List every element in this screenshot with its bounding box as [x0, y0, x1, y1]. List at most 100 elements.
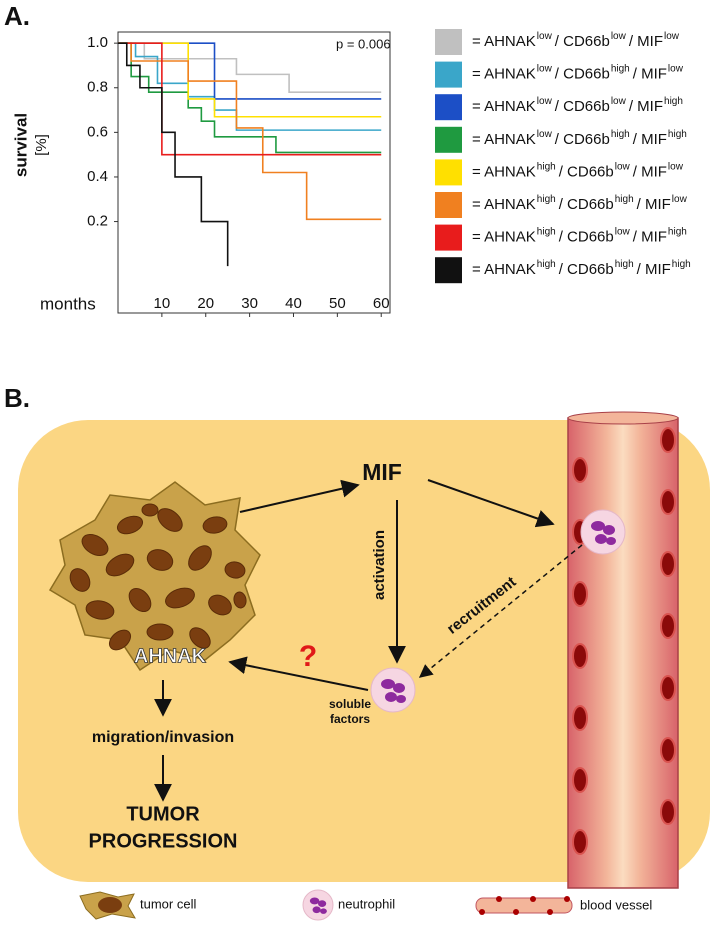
- neutrophil-cell: [580, 509, 626, 555]
- tumor-nucleus: [202, 516, 228, 534]
- tumor-nucleus: [141, 503, 159, 517]
- legend-text: = AHNAK: [472, 163, 536, 180]
- node-label: TUMOR: [126, 803, 200, 825]
- neutrophil-lobe: [591, 521, 605, 531]
- legend-text: / MIF: [629, 33, 663, 50]
- legend-label: = AHNAKhigh / CD66bhigh / MIFlow: [472, 194, 688, 213]
- legend-text: / CD66b: [559, 196, 614, 213]
- tumor-nucleus: [165, 587, 195, 609]
- legend-label: blood vessel: [580, 897, 652, 912]
- legend-text: = AHNAK: [472, 131, 536, 148]
- legend-superscript: low: [611, 96, 627, 107]
- legend-superscript: high: [615, 194, 634, 205]
- legend-label: = AHNAKlow / CD66bhigh / MIFlow: [472, 63, 684, 82]
- legend-text: / MIF: [637, 196, 671, 213]
- legend-dot: [513, 909, 519, 915]
- x-tick-label: 20: [197, 295, 214, 312]
- tumor-nucleus: [69, 568, 91, 592]
- endothelial-cell: [572, 457, 588, 483]
- tumor-nucleus: [81, 534, 109, 556]
- arrow: [427, 479, 555, 528]
- legend-text: / CD66b: [559, 229, 614, 246]
- legend-label: neutrophil: [338, 896, 395, 911]
- arrow: [228, 656, 369, 691]
- legend-superscript: high: [664, 96, 683, 107]
- legend-swatch: [435, 61, 462, 88]
- neutrophil-lobe: [603, 525, 615, 535]
- node-label: PROGRESSION: [89, 830, 238, 852]
- tumor-nucleus: [233, 591, 247, 609]
- legend-swatch: [435, 126, 462, 153]
- neutrophil-cell: [302, 889, 334, 921]
- tumor-nucleus: [146, 623, 174, 641]
- legend-icon: [98, 897, 122, 913]
- survival-curve: [118, 42, 382, 118]
- legend-superscript: high: [537, 194, 556, 205]
- endothelial-cell: [572, 705, 588, 731]
- question-mark: ?: [299, 640, 317, 673]
- x-axis-label: months: [40, 294, 96, 313]
- legend-text: / MIF: [633, 229, 667, 246]
- edge-label: activation: [371, 530, 388, 600]
- legend-text: / MIF: [633, 131, 667, 148]
- x-tick-label: 50: [329, 295, 346, 312]
- legend-text: / CD66b: [555, 98, 610, 115]
- legend-superscript: high: [668, 128, 687, 139]
- legend-superscript: low: [537, 96, 553, 107]
- neutrophil-lobe: [318, 900, 327, 908]
- legend-text: / CD66b: [559, 163, 614, 180]
- legend-superscript: low: [537, 128, 553, 139]
- legend-label: = AHNAKhigh / CD66blow / MIFhigh: [472, 226, 687, 245]
- neutrophil-lobe: [396, 695, 406, 703]
- arrow: [239, 479, 360, 513]
- legend-text: = AHNAK: [472, 33, 536, 50]
- node-label: factors: [330, 712, 370, 726]
- endothelial-cell: [572, 767, 588, 793]
- legend-swatch: [435, 257, 462, 284]
- endothelial-cell: [572, 581, 588, 607]
- endothelial-cell: [572, 829, 588, 855]
- tumor-nucleus: [224, 561, 246, 579]
- legend-superscript: high: [611, 128, 630, 139]
- legend-superscript: high: [537, 161, 556, 172]
- tumor-nucleus: [146, 549, 174, 571]
- y-tick-label: 0.6: [87, 123, 108, 140]
- survival-curve: [118, 42, 229, 267]
- x-tick-label: 30: [241, 295, 258, 312]
- endothelial-cell: [660, 737, 676, 763]
- legend-text: / MIF: [633, 66, 667, 83]
- legend-dot: [479, 909, 485, 915]
- tumor-nucleus: [85, 600, 115, 620]
- legend-text: = AHNAK: [472, 98, 536, 115]
- legend-swatch: [435, 192, 462, 218]
- tumor-nucleus: [116, 515, 144, 535]
- plot-frame: [117, 31, 391, 314]
- legend-superscript: low: [668, 63, 684, 74]
- legend-dot: [530, 896, 536, 902]
- legend-text: / CD66b: [559, 261, 614, 278]
- legend-label: = AHNAKlow / CD66bhigh / MIFhigh: [472, 128, 687, 147]
- legend-superscript: high: [611, 63, 630, 74]
- legend-icon: [479, 896, 570, 915]
- survival-curve: [118, 42, 382, 94]
- legend-swatch: [435, 159, 462, 186]
- neutrophil-lobe: [393, 683, 405, 693]
- legend-text: / MIF: [633, 163, 667, 180]
- tumor-nucleus: [188, 545, 212, 571]
- legend-superscript: high: [672, 259, 691, 270]
- tumor-nucleus: [105, 553, 135, 577]
- endothelial-cell: [572, 643, 588, 669]
- legend-text: / CD66b: [555, 131, 610, 148]
- legend-icon: [475, 897, 573, 914]
- neutrophil-lobe: [595, 534, 607, 544]
- node-label: AHNAK: [134, 645, 207, 667]
- panel-label: B.: [4, 383, 30, 413]
- endothelial-cell: [660, 551, 676, 577]
- legend-label: = AHNAKlow / CD66blow / MIFhigh: [472, 96, 683, 115]
- y-axis-label: [%]: [33, 134, 50, 156]
- endothelial-cell: [660, 675, 676, 701]
- legend-superscript: high: [537, 226, 556, 237]
- y-tick-label: 0.2: [87, 213, 108, 230]
- legend-text: = AHNAK: [472, 196, 536, 213]
- neutrophil: [580, 509, 626, 555]
